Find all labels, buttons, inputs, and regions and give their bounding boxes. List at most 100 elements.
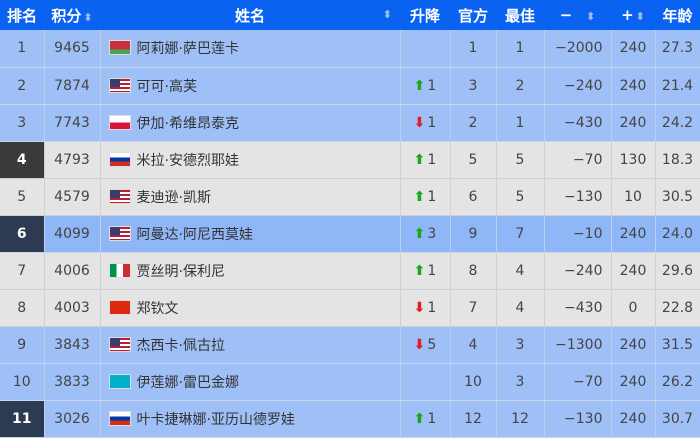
best-cell: 3 [496, 326, 545, 364]
header-rank-label: 排名 [6, 6, 37, 25]
name-cell[interactable]: 伊莲娜·雷巴金娜 [100, 363, 401, 401]
name-cell[interactable]: 郑钦文 [100, 289, 401, 327]
arrow-up-icon: ⬆ [413, 188, 426, 205]
player-name[interactable]: 可可·高芙 [136, 78, 197, 95]
name-cell[interactable]: 可可·高芙 [100, 67, 401, 105]
points-cell: 7874 [44, 67, 101, 105]
sort-icon[interactable]: ⬍ [83, 10, 93, 24]
player-name[interactable]: 杰西卡·佩古拉 [136, 337, 225, 354]
player-name[interactable]: 阿曼达·阿尼西莫娃 [136, 226, 253, 243]
change-cell: ⬆ 1 [400, 400, 451, 438]
flag-canton [109, 78, 120, 87]
table-row[interactable]: 11 3026 叶卡捷琳娜·亚历山德罗娃 ⬆ 1 12 12 −130 240 3… [0, 400, 700, 438]
player-name[interactable]: 叶卡捷琳娜·亚历山德罗娃 [136, 411, 295, 428]
table-row[interactable]: 3 7743 伊加·希维昂泰克 ⬇ 1 2 1 −430 240 24.2 [0, 104, 700, 142]
header-change[interactable]: 升降 [400, 0, 450, 30]
change-cell: ⬇ 1 [400, 289, 451, 327]
sort-icon[interactable]: ⬍ [382, 8, 392, 21]
minus-cell: −10 [544, 215, 612, 253]
rank-cell: 7 [0, 252, 45, 290]
plus-cell: 10 [611, 178, 656, 216]
header-points[interactable]: 积分 ⬍ [44, 0, 100, 30]
change-value: 1 [427, 114, 437, 131]
table-row[interactable]: 9 3843 杰西卡·佩古拉 ⬇ 5 4 3 −1300 240 31.5 [0, 326, 700, 364]
rank-cell: 9 [0, 326, 45, 364]
sort-icon[interactable]: ⬍ [586, 10, 596, 23]
flag-icon [108, 410, 131, 426]
header-best-label: 最佳 [504, 6, 535, 25]
table-row[interactable]: 2 7874 可可·高芙 ⬆ 1 3 2 −240 240 21.4 [0, 67, 700, 105]
official-cell: 12 [450, 400, 497, 438]
points-cell: 7743 [44, 104, 101, 142]
header-name[interactable]: 姓名 ⬍ [100, 0, 400, 30]
header-rank[interactable]: 排名 [0, 0, 44, 30]
table-row[interactable]: 8 4003 郑钦文 ⬇ 1 7 4 −430 0 22.8 [0, 289, 700, 327]
points-cell: 4003 [44, 289, 101, 327]
flag-icon [108, 262, 131, 278]
best-cell: 5 [496, 141, 545, 179]
player-name[interactable]: 米拉·安德烈耶娃 [136, 152, 239, 169]
arrow-down-icon: ⬇ [413, 336, 426, 353]
name-cell[interactable]: 伊加·希维昂泰克 [100, 104, 401, 142]
change-value: 1 [427, 410, 437, 427]
header-age[interactable]: 年龄 [655, 0, 700, 30]
table-row[interactable]: 7 4006 贾丝明·保利尼 ⬆ 1 8 4 −240 240 29.6 [0, 252, 700, 290]
rank-cell: 1 [0, 30, 45, 68]
header-minus[interactable]: − ⬍ [544, 0, 611, 30]
name-cell[interactable]: 麦迪逊·凯斯 [100, 178, 401, 216]
header-plus[interactable]: + ⬍ [611, 0, 655, 30]
name-cell[interactable]: 贾丝明·保利尼 [100, 252, 401, 290]
name-cell[interactable]: 阿曼达·阿尼西莫娃 [100, 215, 401, 253]
table-row[interactable]: 10 3833 伊莲娜·雷巴金娜 10 3 −70 240 26.2 [0, 363, 700, 401]
minus-cell: −240 [544, 67, 612, 105]
age-cell: 27.3 [655, 30, 700, 68]
table-row[interactable]: 5 4579 麦迪逊·凯斯 ⬆ 1 6 5 −130 10 30.5 [0, 178, 700, 216]
arrow-up-icon: ⬆ [413, 410, 426, 427]
name-cell[interactable]: 米拉·安德烈耶娃 [100, 141, 401, 179]
change-value: 1 [427, 77, 437, 94]
flag-canton [109, 189, 120, 198]
table-row[interactable]: 4 4793 米拉·安德烈耶娃 ⬆ 1 5 5 −70 130 18.3 [0, 141, 700, 179]
rank-cell: 8 [0, 289, 45, 327]
header-official[interactable]: 官方 [450, 0, 496, 30]
official-cell: 9 [450, 215, 497, 253]
name-cell[interactable]: 阿莉娜·萨巴莲卡 [100, 30, 401, 68]
plus-cell: 240 [611, 326, 656, 364]
table-row[interactable]: 1 9465 阿莉娜·萨巴莲卡 1 1 −2000 240 27.3 [0, 30, 700, 68]
age-cell: 21.4 [655, 67, 700, 105]
name-cell[interactable]: 杰西卡·佩古拉 [100, 326, 401, 364]
change-cell: ⬆ 1 [400, 252, 451, 290]
header-best[interactable]: 最佳 [496, 0, 544, 30]
best-cell: 1 [496, 30, 545, 68]
age-cell: 30.7 [655, 400, 700, 438]
best-cell: 12 [496, 400, 545, 438]
flag-icon [108, 225, 131, 241]
official-cell: 4 [450, 326, 497, 364]
flag-icon [108, 151, 131, 167]
player-name[interactable]: 伊莲娜·雷巴金娜 [136, 374, 239, 391]
player-name[interactable]: 郑钦文 [136, 300, 179, 317]
header-change-label: 升降 [409, 6, 440, 25]
name-cell[interactable]: 叶卡捷琳娜·亚历山德罗娃 [100, 400, 401, 438]
age-cell: 18.3 [655, 141, 700, 179]
change-value: 5 [427, 336, 437, 353]
best-cell: 4 [496, 252, 545, 290]
table-row[interactable]: 6 4099 阿曼达·阿尼西莫娃 ⬆ 3 9 7 −10 240 24.0 [0, 215, 700, 253]
sort-icon[interactable]: ⬍ [635, 10, 645, 23]
points-cell: 4006 [44, 252, 101, 290]
player-name[interactable]: 麦迪逊·凯斯 [136, 189, 211, 206]
arrow-down-icon: ⬇ [413, 114, 426, 131]
flag-icon [108, 188, 131, 204]
header-minus-label: − [559, 6, 573, 24]
change-cell: ⬇ 1 [400, 104, 451, 142]
flag-canton [109, 226, 120, 235]
points-cell: 4793 [44, 141, 101, 179]
player-name[interactable]: 阿莉娜·萨巴莲卡 [136, 41, 239, 58]
change-value: 1 [427, 188, 437, 205]
player-name[interactable]: 贾丝明·保利尼 [136, 263, 225, 280]
points-cell: 9465 [44, 30, 101, 68]
best-cell: 7 [496, 215, 545, 253]
player-name[interactable]: 伊加·希维昂泰克 [136, 115, 239, 132]
plus-cell: 240 [611, 104, 656, 142]
